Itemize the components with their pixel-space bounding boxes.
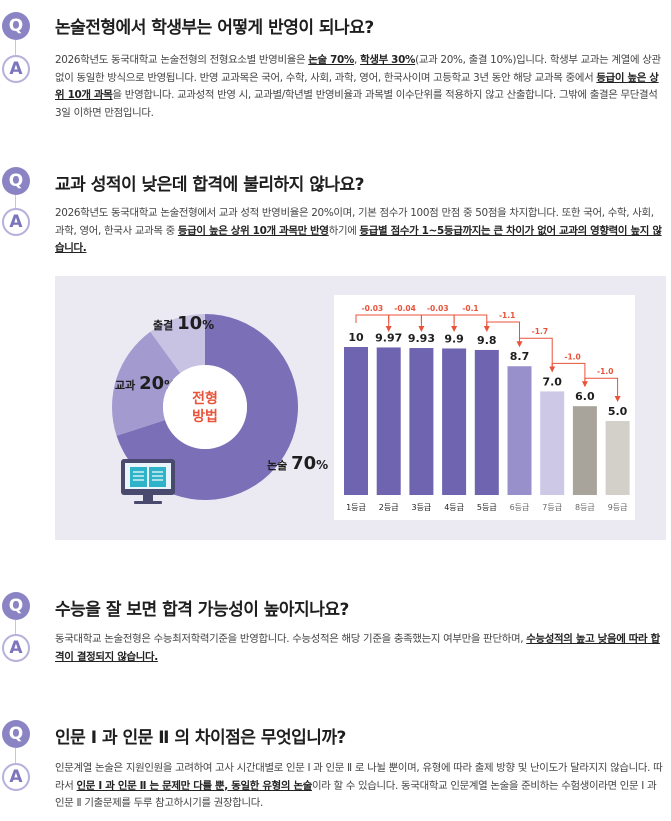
emphasis-text: 등급이 높은 상위 10개 과목 (55, 71, 659, 102)
emphasis-text: 수능성적의 높고 낮음에 따라 합격이 결정되지 않습니다. (55, 633, 660, 663)
answer-text: 인문계열 논술은 지원인원을 고려하여 고사 시간대별로 인문 Ⅰ 과 인문 Ⅱ… (55, 760, 663, 813)
bar-value-label: 9.9 (444, 332, 464, 345)
bar-value-label: 7.0 (542, 375, 562, 388)
x-tick-label: 4등급 (444, 503, 464, 512)
x-tick-label: 5등급 (477, 503, 497, 512)
pie-slice-출결 (150, 314, 205, 374)
difference-arrow (388, 314, 425, 332)
answer-text: 동국대학교 논술전형은 수능최저학력기준을 반영합니다. 수능성적은 해당 기준… (55, 631, 663, 666)
difference-arrow (420, 314, 458, 332)
q-badge: Q (2, 592, 30, 620)
x-tick-label: 8등급 (575, 503, 595, 512)
bar-7등급 (540, 391, 565, 495)
pie-center-label: 방법 (192, 408, 218, 425)
difference-label: -1.7 (532, 327, 548, 336)
bar-1등급 (344, 347, 368, 495)
connector-line (15, 620, 16, 638)
answer-text-run: 동국대학교 논술전형은 수능최저학력기준을 반영합니다. 수능성적은 해당 기준… (55, 633, 527, 645)
connector-line (15, 195, 16, 211)
bar-value-label: 5.0 (608, 405, 628, 418)
pie-slice-label: 출결 10% (153, 313, 214, 334)
bar-9등급 (605, 421, 630, 495)
bar-8등급 (572, 406, 597, 495)
answer-text: 2026학년도 동국대학교 논술전형의 전형요소별 반영비율은 논술 70%, … (55, 52, 663, 122)
bar-value-label: 10 (348, 331, 364, 344)
a-badge: A (2, 55, 30, 83)
x-tick-label: 6등급 (510, 503, 530, 512)
answer-text-run: 인문계열 논술은 지원인원을 고려하여 고사 시간대별로 인문 Ⅰ 과 인문 Ⅱ… (55, 762, 663, 792)
question-title: 논술전형에서 학생부는 어떻게 반영이 되나요? (55, 18, 374, 38)
pie-center-label: 전형 (192, 390, 218, 407)
a-badge: A (2, 208, 30, 236)
x-tick-label: 9등급 (608, 503, 628, 512)
difference-label: -1.0 (564, 352, 580, 361)
bar-value-label: 9.93 (408, 332, 435, 345)
x-tick-label: 3등급 (411, 503, 431, 512)
x-tick-label: 2등급 (379, 503, 399, 512)
question-title: 수능을 잘 보면 합격 가능성이 높아지나요? (55, 600, 349, 620)
pie-slice-논술 (116, 314, 298, 500)
difference-arrow (355, 314, 392, 332)
x-tick-label: 7등급 (542, 503, 562, 512)
bar-value-label: 8.7 (510, 350, 530, 363)
a-badge: A (2, 634, 30, 662)
answer-text-run: 2026학년도 동국대학교 논술전형에서 교과 성적 반영비율은 20%이며, … (55, 207, 654, 237)
pie-slice-label: 교과 20% (115, 373, 176, 394)
emphasis-text: 논술 70% (308, 54, 355, 66)
difference-label: -0.03 (362, 304, 384, 313)
difference-arrow (486, 321, 523, 348)
q-badge: Q (2, 12, 30, 40)
pie-center (163, 365, 247, 449)
bar-2등급 (376, 347, 401, 495)
answer-text: 2026학년도 동국대학교 논술전형에서 교과 성적 반영비율은 20%이며, … (55, 205, 663, 258)
answer-text-run: 을 반영합니다. 교과성적 반영 시, 교과별/학년별 반영비율과 과목별 이수… (55, 89, 658, 119)
answer-text-run: , (354, 54, 361, 66)
a-badge: A (2, 763, 30, 791)
answer-text-run: 하기에 (328, 224, 360, 237)
difference-arrow (584, 377, 621, 402)
bar-3등급 (409, 348, 434, 495)
emphasis-text: 등급이 높은 상위 10개 과목만 반영 (177, 224, 329, 237)
emphasis-text: 등급별 점수가 1~5등급까지는 큰 차이가 없어 교과의 영향력이 높지 않습… (55, 224, 662, 255)
pie-slice-교과 (112, 331, 181, 436)
bar-value-label: 9.97 (375, 331, 402, 344)
emphasis-text: 인문 Ⅰ 과 인문 Ⅱ 는 문제만 다를 뿐, 동일한 유형의 논술 (76, 779, 313, 792)
connector-line (15, 748, 16, 766)
difference-arrow (453, 314, 490, 332)
answer-text-run: 2026학년도 동국대학교 논술전형의 전형요소별 반영비율은 (55, 54, 309, 66)
monitor-book-icon (121, 459, 175, 504)
question-title: 인문 Ⅰ 과 인문 Ⅱ 의 차이점은 무엇입니까? (55, 728, 346, 748)
emphasis-text: 학생부 30% (360, 54, 416, 66)
x-tick-label: 1등급 (346, 503, 366, 512)
bar-6등급 (507, 366, 532, 495)
bar-value-label: 6.0 (575, 390, 595, 403)
difference-arrow (519, 337, 556, 373)
difference-arrow (551, 362, 588, 388)
bar-4등급 (442, 348, 467, 495)
difference-label: -1.0 (597, 367, 613, 376)
bar-chart: 10 1등급 9.97 2등급 9.93 3등급 9.9 4등급 9.8 5등급 8.7 6등급 7.0… (344, 304, 630, 512)
question-title: 교과 성적이 낮은데 합격에 불리하지 않나요? (55, 175, 364, 195)
q-badge: Q (2, 167, 30, 195)
difference-label: -0.04 (394, 304, 416, 313)
difference-label: -0.03 (427, 304, 449, 313)
q-badge: Q (2, 720, 30, 748)
bar-value-label: 9.8 (477, 334, 497, 347)
pie-slice-label: 논술 70% (267, 453, 328, 474)
difference-label: -0.1 (462, 304, 478, 313)
bar-5등급 (474, 349, 499, 495)
answer-text-run: 이라 할 수 있습니다. 동국대학교 인문계열 논술을 준비하는 수험생이라면 … (55, 779, 657, 810)
connector-line (15, 40, 16, 60)
difference-label: -1.1 (499, 311, 515, 320)
answer-text-run: (교과 20%, 출결 10%)입니다. 학생부 교과는 계열에 상관없이 동일… (55, 54, 661, 84)
